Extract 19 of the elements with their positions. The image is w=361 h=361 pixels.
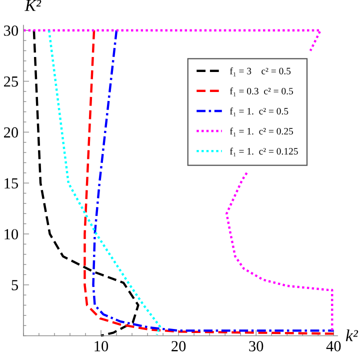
legend-label: f₁ = 1. c² = 0.5 — [230, 108, 288, 116]
x-tick-label: 20 — [172, 341, 186, 352]
x-axis-title: k² — [346, 330, 358, 342]
x-tick-label: 30 — [249, 341, 264, 352]
legend-label: f₁ = 0.3 c² = 0.5 — [230, 87, 294, 96]
legend-label: f₁ = 3 c² = 0.5 — [230, 67, 291, 76]
y-tick-label: 15 — [4, 178, 18, 188]
legend-label: f₁ = 1. c² = 0.125 — [230, 148, 298, 156]
line-series — [48, 29, 162, 336]
y-tick-label: 20 — [4, 127, 18, 138]
legend-label: f₁ = 1. c² = 0.25 — [230, 128, 294, 136]
line-series — [32, 29, 140, 337]
y-axis-title: K² — [24, 0, 42, 11]
x-tick-label: 40 — [326, 341, 341, 352]
y-tick-label: 30 — [4, 26, 18, 36]
y-tick-label: 10 — [4, 229, 18, 240]
y-tick-label: 5 — [12, 280, 18, 290]
y-tick-label: 25 — [4, 76, 18, 87]
x-tick-label: 10 — [94, 341, 108, 352]
